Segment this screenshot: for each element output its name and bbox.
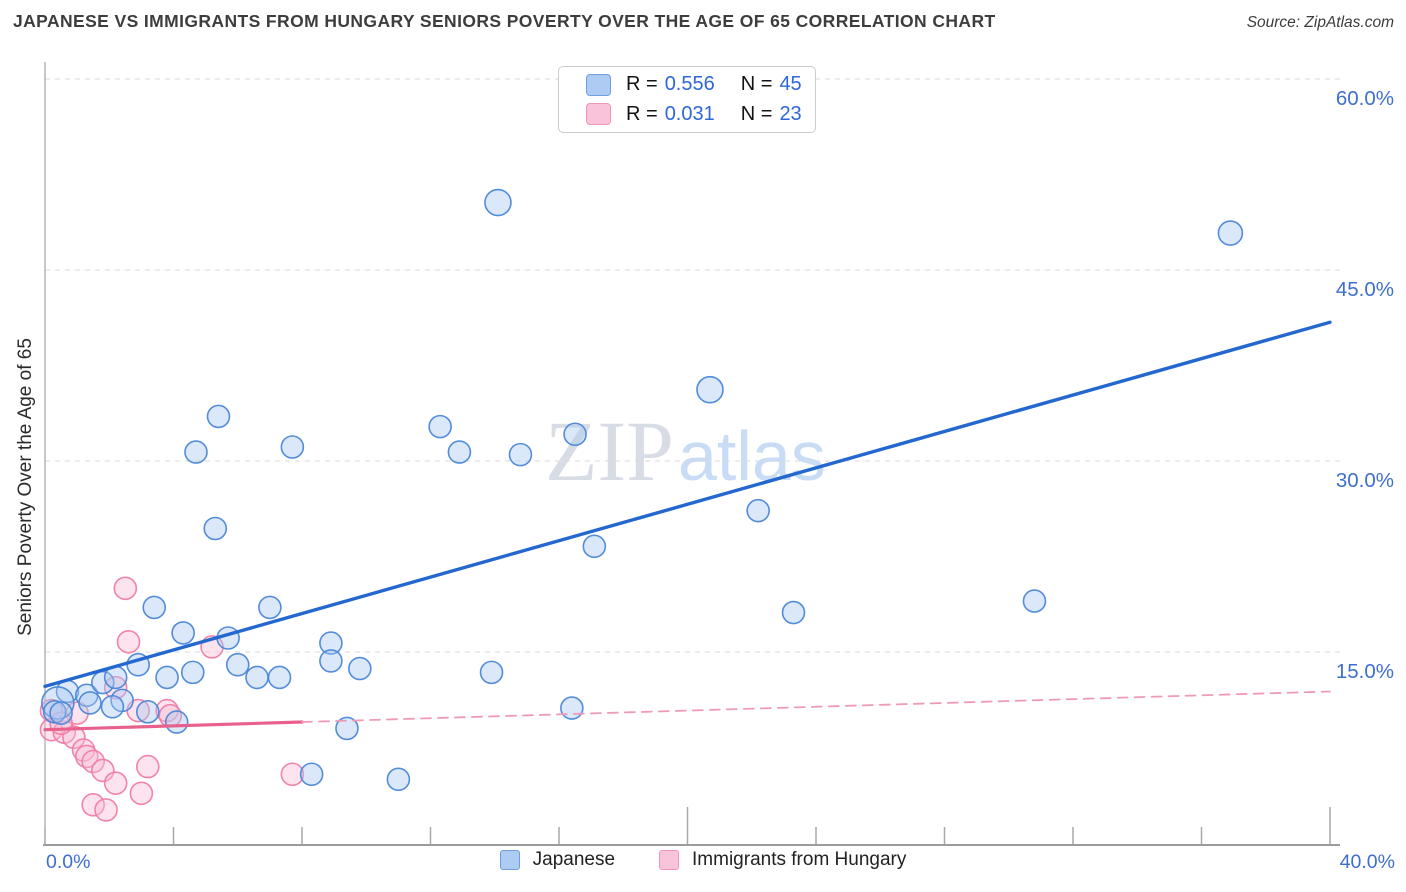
watermark-zip-text: ZIP bbox=[545, 403, 674, 499]
y-tick-label-15.0%: 15.0% bbox=[1336, 660, 1394, 683]
scatter-point-japanese bbox=[335, 716, 359, 741]
scatter-point-hungary bbox=[81, 793, 105, 817]
legend-row-hungary: R = 0.031 N = 23 bbox=[586, 103, 815, 126]
scatter-point-hungary bbox=[103, 771, 128, 795]
series-legend: Japanese Immigrants from Hungary bbox=[0, 849, 1406, 871]
scatter-point-japanese bbox=[781, 600, 806, 625]
scatter-point-japanese bbox=[171, 621, 195, 645]
scatter-point-japanese bbox=[245, 665, 269, 690]
scatter-point-japanese bbox=[78, 691, 102, 715]
chart-title: JAPANESE VS IMMIGRANTS FROM HUNGARY SENI… bbox=[13, 11, 996, 31]
scatter-point-japanese bbox=[49, 701, 73, 725]
x-axis-max-label: 40.0% bbox=[1339, 851, 1395, 873]
correlation-legend-box: R = 0.556 N = 45 R = 0.031 N = 23 bbox=[558, 66, 816, 133]
scatter-point-hungary bbox=[129, 781, 154, 806]
scatter-point-hungary bbox=[113, 576, 138, 601]
japanese-swatch-icon bbox=[586, 73, 611, 96]
scatter-point-japanese bbox=[508, 442, 533, 467]
scatter-point-japanese bbox=[447, 440, 472, 464]
scatter-point-hungary bbox=[81, 749, 105, 774]
scatter-point-japanese bbox=[348, 656, 372, 681]
x-axis-min-label: 0.0% bbox=[46, 851, 91, 873]
scatter-point-japanese bbox=[142, 595, 167, 620]
legend-item-hungary: Immigrants from Hungary bbox=[659, 849, 906, 871]
hungary-legend-label: Immigrants from Hungary bbox=[692, 849, 907, 870]
scatter-point-japanese bbox=[560, 696, 584, 720]
y-tick-label-45.0%: 45.0% bbox=[1336, 278, 1394, 301]
scatter-point-hungary bbox=[280, 762, 305, 787]
source-credit: Source: ZipAtlas.com bbox=[1246, 14, 1394, 31]
hungary-swatch-icon bbox=[586, 103, 611, 126]
scatter-point-japanese bbox=[428, 414, 452, 439]
scatter-point-japanese bbox=[563, 422, 587, 447]
scatter-point-japanese bbox=[299, 762, 324, 787]
n-value-hungary: 23 bbox=[779, 102, 802, 125]
legend-row-japanese: R = 0.556 N = 45 bbox=[586, 73, 815, 96]
scatter-point-japanese bbox=[184, 440, 208, 464]
scatter-point-japanese bbox=[267, 665, 292, 690]
scatter-point-japanese bbox=[1217, 220, 1244, 246]
hungary-legend-swatch-icon bbox=[659, 850, 680, 870]
n-label: N = bbox=[740, 102, 773, 125]
scatter-point-japanese bbox=[479, 660, 504, 685]
trend-line-hungary-dashed bbox=[301, 690, 1331, 723]
scatter-point-japanese bbox=[319, 631, 343, 655]
r-value-japanese: 0.556 bbox=[664, 73, 715, 96]
scatter-point-hungary bbox=[136, 754, 160, 779]
scatter-point-japanese bbox=[155, 665, 179, 690]
japanese-legend-swatch-icon bbox=[499, 850, 520, 870]
scatter-point-japanese bbox=[258, 595, 282, 620]
scatter-point-hungary bbox=[94, 798, 118, 822]
r-label: R = bbox=[626, 102, 658, 125]
y-tick-label-60.0%: 60.0% bbox=[1336, 87, 1394, 110]
scatter-point-japanese bbox=[180, 660, 205, 685]
scatter-point-japanese bbox=[484, 188, 512, 217]
scatter-point-japanese bbox=[582, 534, 607, 559]
n-label: N = bbox=[740, 73, 773, 96]
n-value-japanese: 45 bbox=[779, 73, 802, 96]
r-value-hungary: 0.031 bbox=[664, 102, 715, 125]
watermark-atlas-text: atlas bbox=[678, 417, 826, 495]
scatter-point-japanese bbox=[746, 498, 770, 523]
scatter-point-japanese bbox=[319, 649, 343, 673]
y-axis-title: Seniors Poverty Over the Age of 65 bbox=[15, 338, 36, 636]
scatter-point-japanese bbox=[164, 710, 189, 734]
scatter-point-japanese bbox=[136, 700, 160, 724]
japanese-legend-label: Japanese bbox=[532, 849, 616, 870]
scatter-point-japanese bbox=[386, 767, 411, 792]
legend-item-japanese: Japanese bbox=[499, 849, 616, 871]
scatter-point-hungary bbox=[103, 675, 128, 700]
trend-line-japanese bbox=[43, 320, 1332, 689]
scatter-point-japanese bbox=[696, 375, 724, 404]
scatter-point-hungary bbox=[116, 630, 141, 654]
trend-line-hungary bbox=[43, 720, 304, 732]
r-label: R = bbox=[626, 73, 658, 96]
scatter-point-japanese bbox=[280, 435, 305, 459]
scatter-point-japanese bbox=[225, 652, 250, 677]
scatter-point-japanese bbox=[206, 404, 231, 429]
scatter-point-japanese bbox=[1022, 589, 1047, 613]
scatter-point-japanese bbox=[203, 516, 228, 541]
zipatlas-watermark: ZIP atlas bbox=[545, 408, 826, 494]
scatter-point-japanese bbox=[100, 694, 125, 719]
y-tick-label-30.0%: 30.0% bbox=[1336, 469, 1394, 492]
